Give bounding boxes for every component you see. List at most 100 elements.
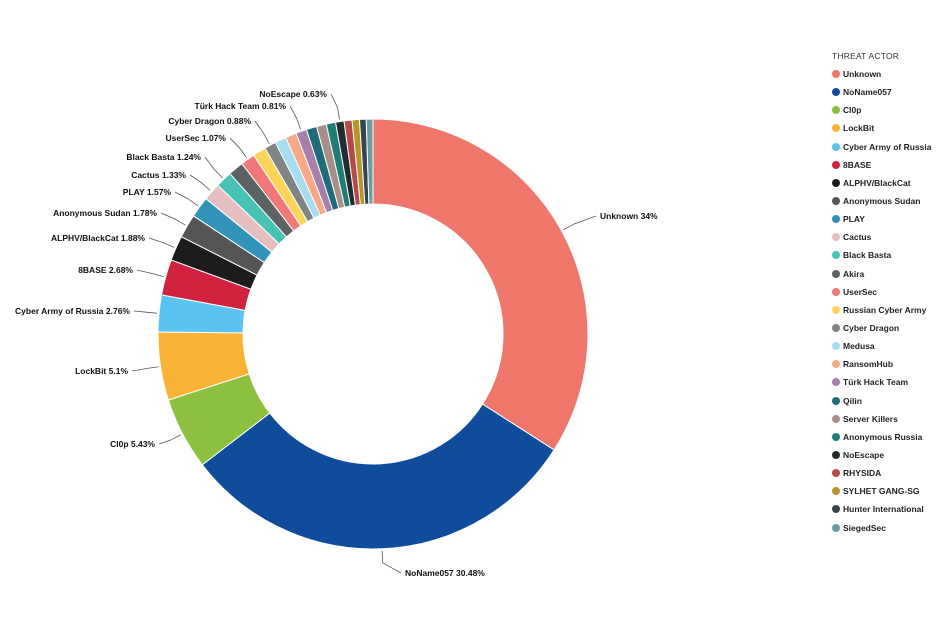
legend-label: Anonymous Russia — [843, 431, 923, 442]
legend-label: Cyber Dragon — [843, 323, 900, 334]
leader-line-noescape — [330, 93, 340, 120]
legend-swatch — [832, 233, 840, 242]
callout-labels: Unknown 34% NoName057 30.48% Cl0p 5.43% Loc… — [15, 89, 658, 578]
data-label-cyber-army-of-russia: Cyber Army of Russia 2.76% — [15, 306, 130, 316]
legend-item-usersec[interactable]: UserSec — [832, 283, 944, 301]
legend-item-cactus[interactable]: Cactus — [832, 228, 944, 246]
legend-swatch — [832, 88, 840, 97]
legend-label: 8BASE — [843, 159, 872, 170]
data-label-cyber-dragon: Cyber Dragon 0.88% — [168, 116, 251, 126]
leader-line-cyber-army-of-russia — [133, 310, 158, 314]
legend-label: SYLHET GANG-SG — [843, 486, 920, 497]
legend-swatch — [832, 305, 840, 314]
legend-item-cyber-dragon[interactable]: Cyber Dragon — [832, 319, 944, 337]
legend-label: Qilin — [843, 395, 862, 406]
donut-slices — [157, 118, 589, 550]
legend-label: Cl0p — [843, 105, 862, 116]
legend-label: LockBit — [843, 123, 875, 134]
legend-swatch — [832, 360, 840, 369]
legend-label: Unknown — [843, 69, 882, 80]
data-label-alphv-blackcat: ALPHV/BlackCat 1.88% — [51, 233, 145, 243]
legend-label: PLAY — [843, 214, 865, 225]
legend-swatch — [832, 70, 840, 79]
legend-label: RansomHub — [843, 359, 894, 370]
data-label-t-rk-hack-team: Türk Hack Team 0.81% — [195, 101, 287, 111]
leader-line-cactus — [189, 174, 211, 191]
legend-swatch — [832, 124, 840, 133]
leader-line-unknown — [563, 215, 597, 231]
legend-item-alphv-blackcat[interactable]: ALPHV/BlackCat — [832, 174, 944, 192]
legend-label: SiegedSec — [843, 522, 886, 533]
legend-swatch — [832, 106, 840, 115]
legend-swatch — [832, 505, 840, 514]
legend-item-anonymous-sudan[interactable]: Anonymous Sudan — [832, 192, 944, 210]
legend-item-unknown[interactable]: Unknown — [832, 65, 944, 83]
legend-item-black-basta[interactable]: Black Basta — [832, 246, 944, 264]
data-label-black-basta: Black Basta 1.24% — [126, 152, 201, 162]
legend-item-siegedsec[interactable]: SiegedSec — [832, 519, 944, 537]
legend-item-noname057[interactable]: NoName057 — [832, 83, 944, 101]
legend-label: UserSec — [843, 286, 878, 297]
data-label-noescape: NoEscape 0.63% — [259, 89, 327, 99]
legend-swatch — [832, 414, 840, 423]
legend-item-lockbit[interactable]: LockBit — [832, 119, 944, 137]
callout-leaders — [131, 93, 597, 574]
legend-item-hunter-international[interactable]: Hunter International — [832, 500, 944, 518]
data-label-cactus: Cactus 1.33% — [131, 170, 186, 180]
legend-title: THREAT ACTOR — [832, 51, 900, 61]
data-label-noname057: NoName057 30.48% — [405, 568, 485, 578]
legend-label: RHYSIDA — [843, 468, 882, 479]
legend-label: Black Basta — [843, 250, 892, 261]
legend-label: Cactus — [843, 232, 872, 243]
legend-swatch — [832, 287, 840, 296]
data-label-lockbit: LockBit 5.1% — [75, 366, 128, 376]
data-label-unknown: Unknown 34% — [600, 211, 658, 221]
legend-item-qilin[interactable]: Qilin — [832, 392, 944, 410]
legend-item-medusa[interactable]: Medusa — [832, 337, 944, 355]
legend-swatch — [832, 451, 840, 460]
legend-item-server-killers[interactable]: Server Killers — [832, 410, 944, 428]
legend-swatch — [832, 215, 840, 224]
legend-swatch — [832, 251, 840, 260]
legend-label: Anonymous Sudan — [843, 196, 921, 207]
legend-item-akira[interactable]: Akira — [832, 265, 944, 283]
leader-line-alphv-blackcat — [148, 237, 175, 248]
leader-line-8base — [136, 269, 164, 278]
data-label-usersec: UserSec 1.07% — [166, 133, 227, 143]
legend-items: Unknown NoName057 Cl0p LockBit Cyber Army of… — [832, 65, 944, 537]
legend-item-rhysida[interactable]: RHYSIDA — [832, 464, 944, 482]
slice-noname057[interactable] — [201, 403, 555, 550]
legend-label: NoName057 — [843, 87, 892, 98]
leader-line-usersec — [229, 137, 247, 158]
legend-item-8base[interactable]: 8BASE — [832, 156, 944, 174]
legend-label: Akira — [843, 268, 865, 279]
legend-swatch — [832, 178, 840, 187]
legend-item-t-rk-hack-team[interactable]: Türk Hack Team — [832, 373, 944, 391]
legend-item-play[interactable]: PLAY — [832, 210, 944, 228]
slice-unknown[interactable] — [372, 118, 589, 451]
legend-label: Türk Hack Team — [843, 377, 909, 388]
leader-line-cl0p — [158, 434, 181, 445]
legend-swatch — [832, 378, 840, 387]
legend-label: NoEscape — [843, 450, 885, 461]
legend-label: Cyber Army of Russia — [843, 141, 932, 152]
legend-item-anonymous-russia[interactable]: Anonymous Russia — [832, 428, 944, 446]
legend-item-russian-cyber-army[interactable]: Russian Cyber Army — [832, 301, 944, 319]
legend-item-noescape[interactable]: NoEscape — [832, 446, 944, 464]
legend-label: ALPHV/BlackCat — [843, 177, 911, 188]
legend: THREAT ACTOR Unknown NoName057 Cl0p LockBit… — [832, 50, 944, 537]
legend-item-ransomhub[interactable]: RansomHub — [832, 355, 944, 373]
legend-swatch — [832, 197, 840, 206]
leader-line-noname057 — [381, 550, 402, 574]
legend-item-cl0p[interactable]: Cl0p — [832, 101, 944, 119]
leader-line-cyber-dragon — [254, 120, 270, 144]
legend-swatch — [832, 487, 840, 496]
slice-siegedsec[interactable] — [365, 118, 374, 205]
legend-item-sylhet-gang-sg[interactable]: SYLHET GANG-SG — [832, 482, 944, 500]
legend-swatch — [832, 324, 840, 333]
legend-swatch — [832, 523, 840, 532]
legend-label: Medusa — [843, 341, 875, 352]
legend-label: Hunter International — [843, 504, 924, 515]
legend-item-cyber-army-of-russia[interactable]: Cyber Army of Russia — [832, 138, 944, 156]
